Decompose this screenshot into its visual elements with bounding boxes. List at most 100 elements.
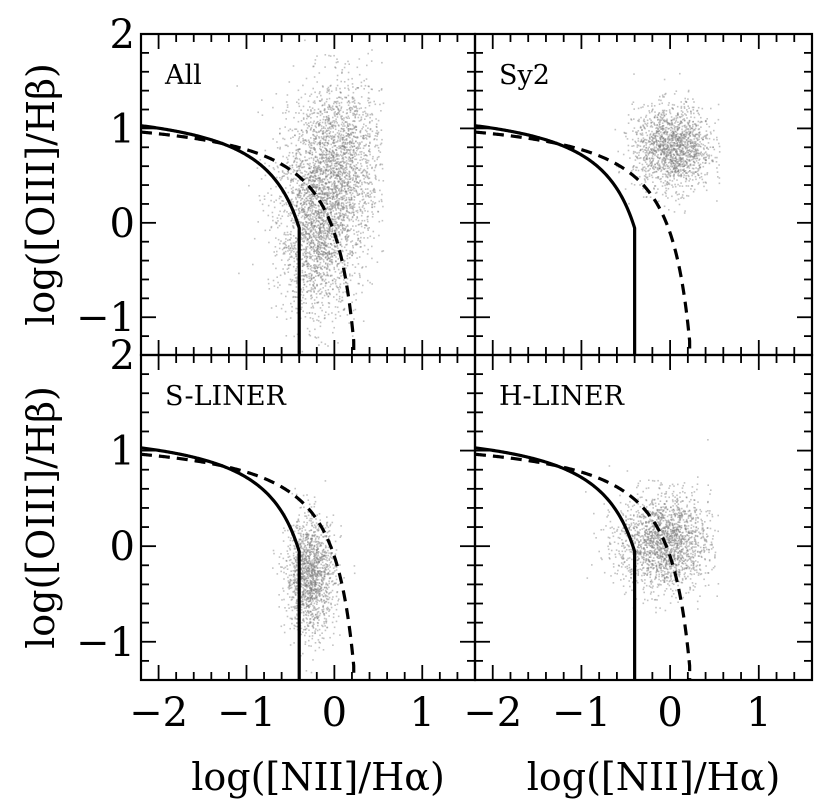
data-point (698, 135, 701, 137)
data-point (682, 157, 684, 160)
data-point (273, 251, 275, 253)
data-point (335, 209, 337, 211)
data-point (674, 170, 677, 172)
data-point (340, 210, 342, 212)
data-point (346, 133, 349, 135)
data-point (302, 131, 304, 133)
data-point (317, 234, 320, 237)
data-point (338, 289, 340, 291)
data-point (659, 121, 661, 123)
data-point (374, 174, 377, 177)
data-point (346, 172, 349, 175)
data-point (642, 187, 644, 190)
data-point (352, 157, 354, 159)
data-point (349, 128, 352, 131)
data-point (333, 192, 335, 195)
data-point (290, 237, 292, 239)
data-point (274, 255, 277, 257)
data-point (331, 146, 334, 149)
data-point (687, 89, 690, 92)
data-point (304, 316, 307, 318)
data-point (685, 174, 687, 177)
data-point (688, 133, 690, 135)
data-point (299, 166, 301, 168)
data-point (645, 114, 648, 117)
data-point (346, 101, 349, 104)
data-point (328, 281, 330, 283)
data-point (297, 148, 300, 151)
data-point (302, 294, 305, 297)
data-point (313, 212, 316, 214)
data-point (322, 200, 325, 202)
data-point (360, 188, 363, 190)
data-point (327, 187, 330, 189)
data-point (288, 258, 290, 260)
data-point (330, 175, 332, 177)
data-point (683, 133, 686, 136)
data-point (356, 217, 359, 219)
data-point (279, 242, 281, 245)
data-point (342, 195, 345, 197)
data-point (672, 139, 674, 141)
data-point (676, 116, 679, 119)
data-point (296, 148, 299, 151)
data-point (341, 202, 343, 204)
data-point (322, 130, 325, 132)
data-point (309, 256, 312, 258)
data-point (636, 156, 638, 159)
data-point (312, 204, 314, 207)
data-point (352, 112, 354, 115)
data-point (678, 171, 681, 174)
data-point (309, 231, 312, 234)
data-point (283, 233, 285, 236)
data-point (323, 169, 325, 172)
data-point (297, 214, 299, 217)
data-point (693, 155, 696, 157)
data-point (325, 119, 327, 121)
data-point (346, 168, 348, 171)
data-point (696, 133, 698, 136)
data-point (641, 169, 644, 172)
data-point (315, 151, 317, 153)
data-point (356, 113, 358, 115)
data-point (324, 171, 327, 173)
data-point (664, 93, 666, 96)
data-point (355, 218, 357, 221)
data-point (355, 126, 357, 128)
data-point (667, 183, 669, 185)
data-point (360, 162, 362, 165)
data-point (325, 137, 328, 139)
data-point (351, 141, 353, 143)
data-point (344, 156, 347, 158)
data-point (349, 106, 352, 109)
data-point (304, 139, 307, 142)
data-point (648, 175, 651, 177)
data-point (344, 147, 347, 149)
data-point (313, 174, 316, 177)
data-point (318, 237, 320, 239)
data-point (320, 223, 322, 225)
data-point (316, 194, 318, 197)
data-point (327, 345, 329, 347)
data-point (340, 190, 343, 193)
data-point (341, 142, 344, 145)
data-point (331, 230, 333, 233)
data-point (303, 208, 306, 211)
data-point (674, 134, 676, 136)
data-point (294, 242, 296, 244)
data-point (319, 247, 322, 249)
data-point (702, 136, 705, 138)
data-point (308, 243, 311, 246)
data-point (674, 122, 676, 124)
data-point (276, 250, 278, 253)
data-point (279, 132, 281, 135)
data-point (689, 178, 691, 180)
data-point (350, 148, 352, 151)
data-point (662, 152, 665, 154)
data-point (677, 148, 680, 150)
data-point (338, 180, 341, 183)
data-point (326, 111, 328, 113)
data-point (367, 202, 370, 204)
data-point (295, 255, 297, 258)
data-point (341, 206, 344, 209)
